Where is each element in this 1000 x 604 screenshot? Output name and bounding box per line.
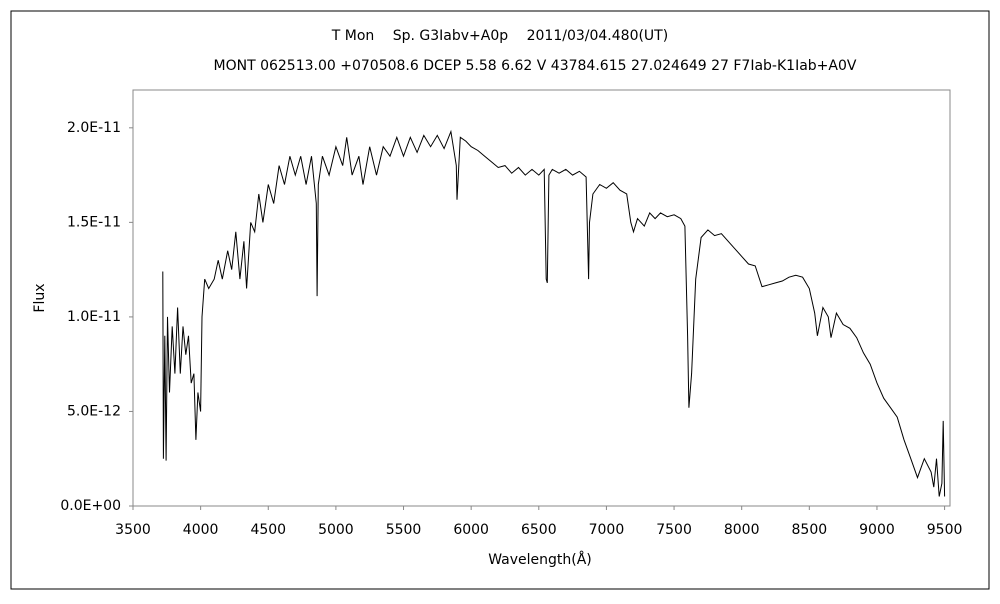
x-tick-label: 6500: [521, 522, 557, 538]
y-axis-label: Flux: [32, 283, 48, 312]
x-tick-label: 3500: [115, 522, 151, 538]
chart-border: [10, 10, 990, 590]
plot-frame: [132, 89, 951, 507]
x-tick-label: 5500: [386, 522, 422, 538]
x-tick-label: 9000: [859, 522, 895, 538]
chart-title: T Mon Sp. G3Iabv+A0p 2011/03/04.480(UT): [331, 28, 668, 44]
x-tick-label: 7500: [656, 522, 692, 538]
x-axis-label: Wavelength(Å): [488, 551, 592, 568]
x-tick-label: 4500: [250, 522, 286, 538]
x-tick-label: 6000: [453, 522, 489, 538]
chart-subtitle: MONT 062513.00 +070508.6 DCEP 5.58 6.62 …: [214, 58, 857, 74]
x-tick-label: 4000: [183, 522, 219, 538]
y-tick-label: 1.5E-11: [67, 214, 121, 230]
x-tick-label: 5000: [318, 522, 354, 538]
y-tick-label: 0.0E+00: [60, 498, 121, 514]
x-tick-label: 7000: [589, 522, 625, 538]
y-tick-label: 5.0E-12: [67, 403, 121, 419]
y-tick-label: 1.0E-11: [67, 309, 121, 325]
x-tick-label: 9500: [927, 522, 963, 538]
x-tick-label: 8000: [724, 522, 760, 538]
spectrum-line: [162, 129, 946, 497]
x-tick-label: 8500: [792, 522, 828, 538]
y-tick-label: 2.0E-11: [67, 120, 121, 136]
